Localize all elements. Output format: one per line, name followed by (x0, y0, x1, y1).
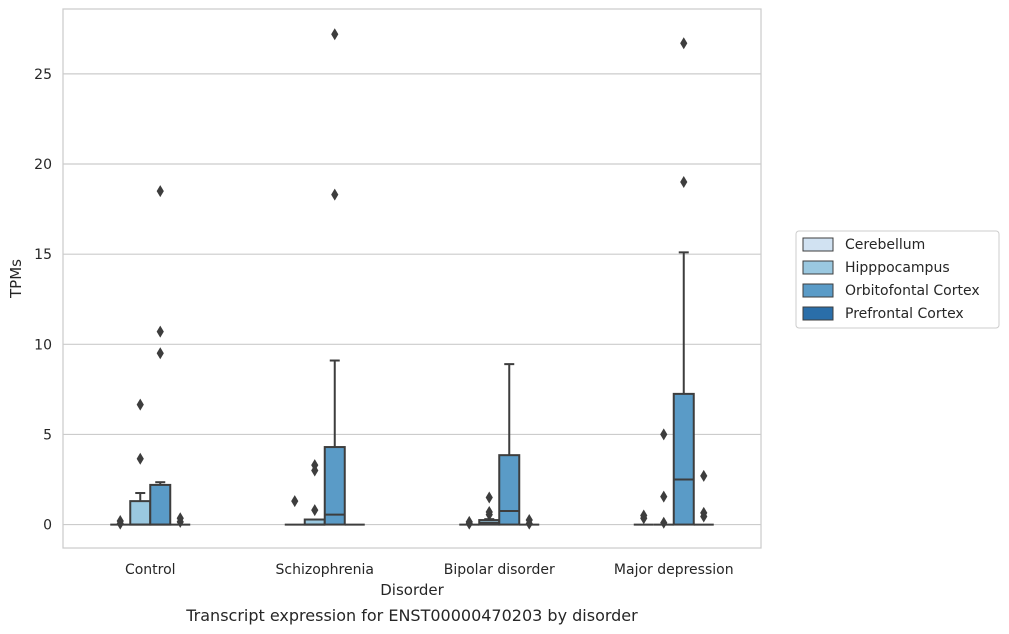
y-tick-label: 20 (34, 157, 52, 173)
outlier-point (331, 188, 339, 201)
box-body (498, 454, 521, 526)
x-tick-label: Schizophrenia (276, 562, 374, 578)
outlier-point (525, 514, 533, 527)
x-tick-label: Bipolar disorder (444, 562, 555, 578)
x-tick-label: Control (125, 562, 176, 578)
outlier-point (485, 491, 493, 504)
outlier-point (136, 452, 144, 465)
outlier-point (156, 325, 164, 338)
box (303, 459, 326, 526)
y-tick-label: 25 (34, 67, 52, 83)
x-tick-label: Major depression (614, 562, 734, 578)
legend-label: Orbitofontal Cortex (845, 283, 980, 299)
outlier-point (311, 504, 319, 517)
legend-label: Hipppocampus (845, 260, 950, 276)
box (170, 512, 191, 528)
x-axis-label: Disorder (380, 581, 444, 599)
outlier-point (660, 516, 668, 529)
legend-label: Prefrontal Cortex (845, 306, 964, 322)
outlier-point (331, 28, 339, 41)
box (129, 398, 152, 526)
y-tick-label: 5 (43, 427, 52, 443)
legend-swatch (802, 306, 834, 321)
outlier-point (680, 176, 688, 189)
box (633, 509, 654, 526)
box-body (129, 500, 152, 526)
outlier-point (291, 495, 299, 508)
box (323, 28, 346, 526)
box (693, 469, 714, 526)
outlier-point (136, 398, 144, 411)
outlier-point (660, 428, 668, 441)
plot-frame (62, 8, 762, 549)
box-body (323, 446, 346, 526)
y-tick-label: 15 (34, 247, 52, 263)
grid (63, 73, 761, 526)
outlier-point (156, 185, 164, 198)
legend: Cerebellum Hipppocampus Orbitofontal Corte… (795, 230, 1000, 329)
legend-frame (795, 230, 1000, 329)
outlier-point (176, 512, 184, 525)
outlier-point (311, 459, 319, 472)
legend-label: Cerebellum (845, 237, 925, 253)
y-axis-label: TPMs (7, 259, 25, 299)
outlier-point (156, 347, 164, 360)
chart-caption: Transcript expression for ENST0000047020… (185, 606, 638, 625)
box-body (149, 483, 172, 526)
outlier-point (700, 506, 708, 519)
y-tick-label: 10 (34, 337, 52, 353)
outlier-point (116, 517, 124, 530)
legend-swatch (802, 260, 834, 275)
box (653, 428, 674, 529)
y-axis-ticks: 0 5 10 15 20 25 (34, 67, 52, 534)
outlier-point (485, 505, 493, 518)
plot-boxes (110, 28, 714, 530)
box-body (672, 392, 695, 526)
outlier-point (660, 490, 668, 503)
box (149, 185, 172, 526)
box (459, 515, 480, 530)
outlier-point (640, 512, 648, 525)
outlier-point (465, 517, 473, 530)
box (498, 363, 521, 526)
x-axis-ticks: Control Schizophrenia Bipolar disorder Majo… (125, 562, 734, 578)
legend-swatch (802, 283, 834, 298)
outlier-point (680, 37, 688, 50)
box (478, 491, 501, 526)
y-tick-label: 0 (43, 518, 52, 534)
box (519, 514, 540, 530)
outlier-point (700, 469, 708, 482)
box (672, 37, 695, 526)
legend-swatch (802, 237, 834, 252)
box (110, 514, 131, 530)
box (284, 495, 305, 526)
